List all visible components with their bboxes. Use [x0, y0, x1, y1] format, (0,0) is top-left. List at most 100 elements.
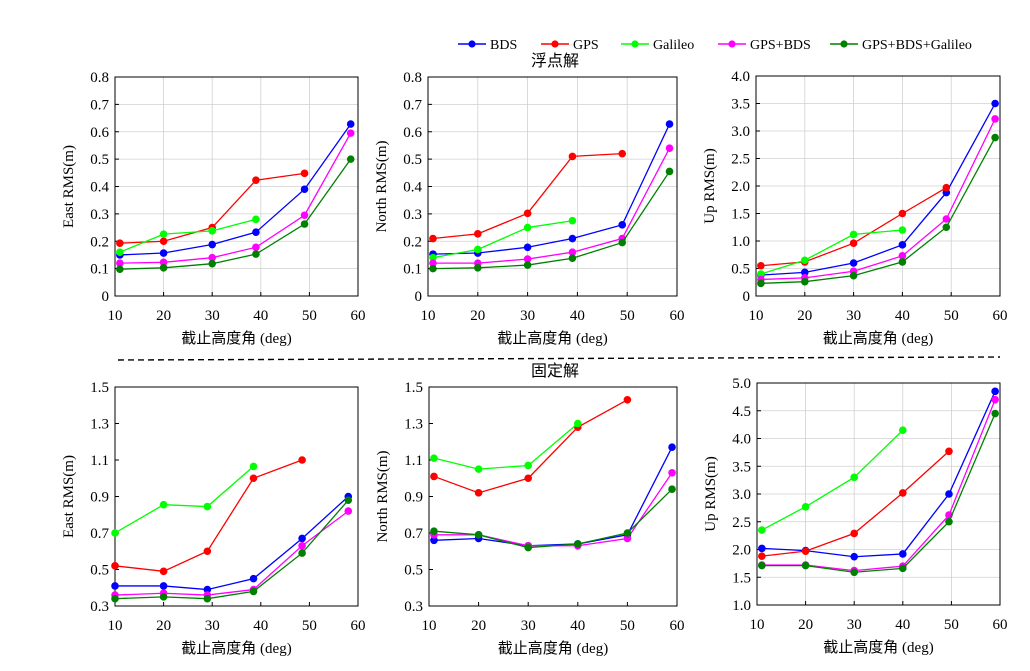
y-axis-label: Up RMS(m)	[703, 456, 719, 531]
series-gps	[429, 149, 627, 243]
data-point	[159, 500, 168, 509]
y-tick-label: 0.8	[403, 70, 422, 86]
y-tick-label: 0.4	[90, 180, 109, 196]
y-tick-label: 0.9	[404, 490, 423, 506]
x-tick-label: 30	[846, 308, 861, 324]
legend-label: BDS	[490, 38, 517, 53]
data-point	[111, 594, 119, 603]
y-tick-label: 2.5	[731, 152, 750, 168]
data-point	[618, 221, 627, 229]
data-point	[801, 256, 809, 265]
x-tick-label: 30	[847, 617, 862, 633]
x-axis-label: 截止高度角 (deg)	[181, 640, 291, 657]
y-tick-label: 3.5	[731, 97, 750, 113]
data-point	[898, 226, 907, 234]
series-line	[114, 465, 254, 534]
y-tick-label: 0.7	[90, 97, 109, 113]
x-tick-label: 60	[351, 618, 366, 634]
data-point	[899, 489, 907, 497]
data-point	[850, 552, 858, 561]
data-point	[203, 547, 212, 556]
y-tick-label: 1.5	[732, 570, 751, 586]
series-line	[433, 488, 673, 549]
y-tick-label: 0.3	[404, 599, 423, 615]
x-axis-label: 截止高度角 (deg)	[823, 639, 933, 656]
series-gps-bds-galileo	[757, 133, 999, 288]
data-point	[252, 228, 260, 237]
data-point	[850, 473, 858, 482]
legend-entry: Galileo	[621, 38, 694, 53]
data-point	[203, 594, 212, 603]
y-tick-label: 4.0	[732, 432, 751, 448]
data-point	[249, 587, 258, 596]
x-axis-label: 截止高度角 (deg)	[181, 330, 291, 347]
x-tick-label: 50	[944, 308, 959, 324]
series-galileo	[116, 215, 260, 256]
series-gps-bds-galileo	[111, 496, 353, 603]
x-tick-label: 10	[421, 308, 436, 324]
series-line	[761, 413, 996, 573]
y-tick-label: 0.7	[404, 526, 423, 542]
series-gps-bds-galileo	[116, 155, 355, 273]
data-point	[344, 496, 353, 504]
y-tick-label: 0.9	[90, 490, 109, 506]
legend-label: GPS+BDS	[750, 38, 811, 53]
y-tick-label: 0.1	[90, 262, 109, 278]
chart-panel-east-float: 10 20 30 40 50 60 0 0.1 0.2 0.3 0.4 0.5 0.6 0.7 0.8 截止高…	[61, 70, 366, 347]
series-gps-bds	[758, 395, 999, 575]
data-point	[991, 395, 999, 404]
series-galileo	[111, 462, 258, 537]
series-galileo	[758, 426, 907, 534]
data-point	[298, 541, 306, 550]
x-tick-label: 50	[944, 617, 959, 633]
series-gps-bds	[430, 468, 676, 550]
data-point	[899, 550, 907, 558]
data-point	[159, 237, 168, 246]
data-point	[249, 474, 258, 483]
y-tick-label: 0.6	[403, 125, 422, 141]
legend-marker	[551, 40, 559, 48]
data-point	[849, 239, 858, 247]
series-line	[119, 123, 352, 256]
series-line	[114, 510, 349, 596]
data-point	[623, 534, 632, 543]
data-point	[249, 574, 258, 583]
y-tick-label: 1.5	[404, 380, 423, 396]
data-point	[568, 216, 577, 225]
legend-marker	[468, 40, 476, 48]
data-point	[474, 531, 483, 539]
data-point	[344, 507, 353, 515]
series-line	[761, 450, 950, 557]
y-tick-label: 0	[743, 289, 751, 305]
data-point	[474, 489, 483, 497]
data-point	[252, 215, 260, 224]
y-tick-label: 0.7	[90, 526, 109, 542]
data-point	[758, 561, 766, 570]
data-point	[850, 529, 858, 538]
data-point	[623, 395, 632, 404]
data-point	[159, 249, 168, 257]
y-tick-label: 1.0	[732, 598, 751, 614]
y-tick-label: 0.3	[90, 207, 109, 223]
series-gps	[111, 456, 306, 576]
x-tick-label: 50	[302, 308, 317, 324]
y-tick-label: 3.5	[732, 459, 751, 475]
series-gps-bds	[111, 507, 353, 599]
series-bds	[111, 492, 353, 594]
plot-frame	[428, 386, 678, 607]
y-tick-label: 0.1	[403, 262, 422, 278]
data-point	[758, 552, 766, 560]
series-galileo	[429, 216, 577, 262]
data-point	[945, 517, 953, 526]
data-point	[430, 536, 438, 545]
x-tick-label: 20	[798, 617, 813, 633]
data-point	[801, 277, 809, 286]
x-tick-label: 40	[895, 308, 910, 324]
y-tick-label: 1.1	[90, 453, 109, 469]
series-gps	[758, 447, 953, 560]
data-point	[849, 259, 858, 267]
data-point	[159, 264, 168, 272]
data-point	[942, 223, 951, 232]
data-point	[898, 258, 907, 266]
data-point	[618, 149, 627, 158]
